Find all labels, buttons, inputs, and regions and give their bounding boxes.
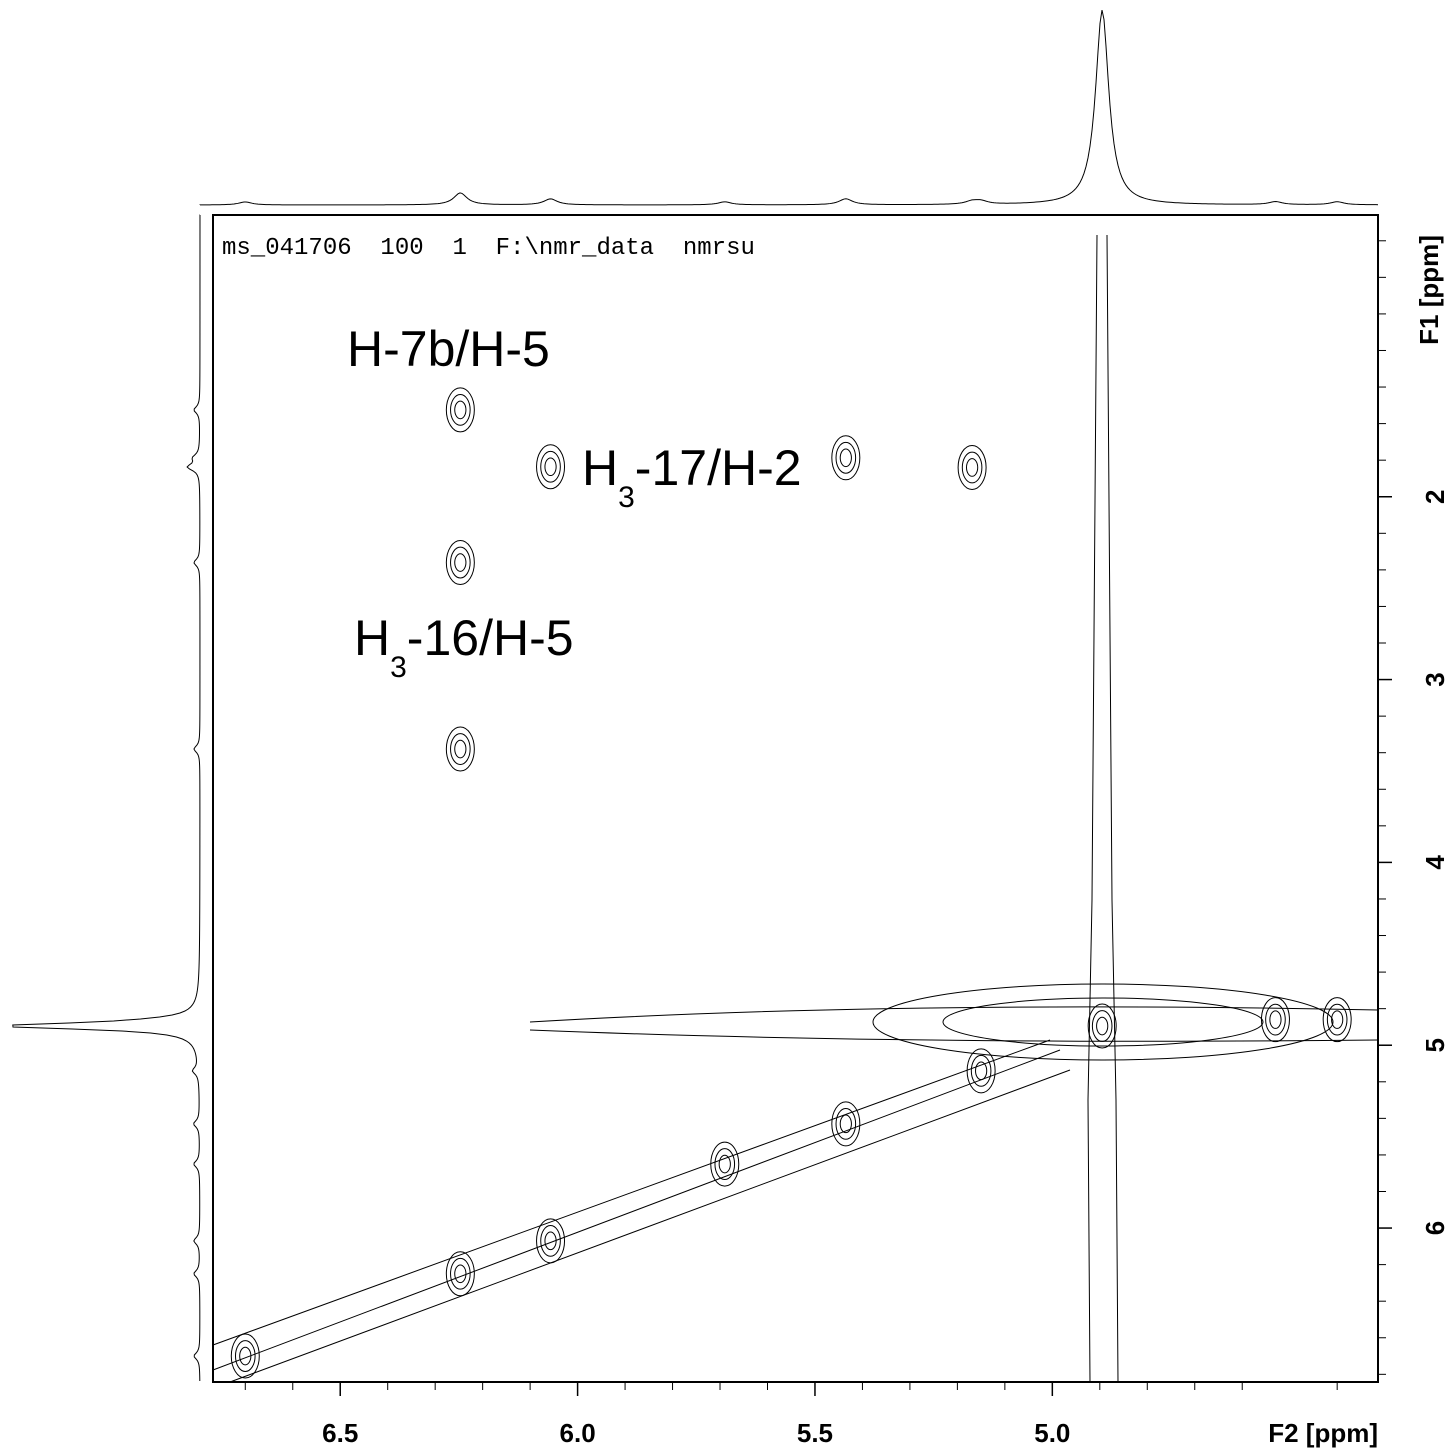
x-tick-label: 5.5 [797, 1418, 833, 1448]
contour-level [1091, 1010, 1113, 1042]
contour-level [1087, 1003, 1117, 1049]
contour-level [230, 1333, 260, 1379]
contour-level [1269, 1010, 1282, 1029]
contour-level [445, 1251, 475, 1297]
contour-level [445, 387, 475, 433]
contour-level [454, 739, 467, 759]
contour-level [835, 1107, 857, 1140]
contour-level [1331, 1010, 1344, 1029]
horizontal-streak [872, 983, 1334, 1061]
contour-level [445, 726, 475, 772]
x-tick-label: 6.0 [560, 1418, 596, 1448]
vertical-streak [1087, 234, 1119, 1383]
contour-level [454, 1264, 467, 1284]
contour-level [1265, 1003, 1286, 1036]
diagonal-ridge [212, 1039, 1071, 1383]
x-tick-label: 6.5 [322, 1418, 358, 1448]
contour-level [544, 457, 557, 477]
contour-level [718, 1154, 731, 1174]
contour-level [450, 1257, 471, 1290]
y-tick-label: 2 [1420, 490, 1447, 504]
cross-peak [966, 1048, 996, 1094]
cross-peak [710, 1141, 740, 1187]
contour-level [839, 448, 852, 468]
cross-peak [831, 1101, 861, 1147]
contour-level [831, 435, 861, 481]
annotation-sub: 3 [390, 651, 407, 684]
contour-level [835, 441, 857, 474]
y-tick-label: 6 [1420, 1221, 1447, 1235]
annotation-text: -17/H-2 [635, 440, 802, 496]
f1-projection [12, 214, 201, 1382]
contour-level [966, 458, 979, 477]
cross-peak [957, 444, 987, 490]
horizontal-streak [942, 997, 1264, 1047]
x-axis-label: F2 [ppm] [1268, 1418, 1378, 1448]
cross-peak [1322, 997, 1352, 1043]
contour-level [454, 400, 467, 420]
annotation-sub: 3 [618, 481, 635, 514]
contour-level [544, 1231, 557, 1251]
cross-peak [831, 435, 861, 481]
contour-level [450, 546, 471, 579]
streaks [212, 234, 1379, 1383]
annotation-text: H [354, 610, 390, 666]
annotation: H3-16/H-5 [354, 610, 574, 684]
y-tick-label: 5 [1420, 1038, 1447, 1052]
contour-level [540, 450, 561, 483]
contour-level [966, 1048, 996, 1094]
cross-peak [536, 1218, 566, 1264]
plot-frame [212, 214, 1379, 1383]
annotation-text: H [582, 440, 618, 496]
x-tick-label: 5.0 [1034, 1418, 1070, 1448]
contour-level [1322, 997, 1352, 1043]
cross-peak [1260, 997, 1290, 1043]
contour-level [445, 540, 475, 586]
y-axis-label: F1 [ppm] [1414, 235, 1444, 345]
contour-level [454, 553, 467, 572]
contour-level [536, 1218, 566, 1264]
annotation: H3-17/H-2 [582, 440, 802, 514]
horizontal-streak [529, 1006, 1379, 1042]
annotation-text: -16/H-5 [407, 610, 574, 666]
cross-peak [536, 444, 566, 490]
contour-level [970, 1054, 992, 1087]
contour-level [450, 393, 471, 426]
cross-peak [445, 726, 475, 772]
contour-level [1096, 1016, 1109, 1036]
contour-level [536, 444, 566, 490]
contour-level [831, 1101, 861, 1147]
header: ms_041706 100 1 F:\nmr_data nmrsu [222, 235, 755, 262]
cross-peak [230, 1333, 260, 1379]
annotation: H-7b/H-5 [347, 321, 550, 377]
cross-peak [445, 1251, 475, 1297]
cross-peak [1087, 1003, 1117, 1049]
contour-level [1326, 1003, 1348, 1036]
cross-peak [445, 540, 475, 586]
y-tick-label: 4 [1420, 855, 1447, 870]
annotation-text: H-7b/H-5 [347, 321, 550, 377]
contour-level [839, 1114, 852, 1134]
contour-level [234, 1340, 256, 1372]
contour-level [540, 1224, 561, 1257]
contour-level [961, 451, 983, 484]
cross-peak [445, 387, 475, 433]
contour-level [239, 1346, 252, 1366]
contour-level [975, 1061, 988, 1081]
contour-level [710, 1141, 740, 1187]
f2-projection [199, 9, 1379, 206]
contour-level [450, 733, 471, 765]
contour-level [957, 444, 987, 490]
y-tick-label: 3 [1420, 672, 1447, 686]
contour-level [1260, 997, 1290, 1043]
contour-level [714, 1148, 736, 1180]
